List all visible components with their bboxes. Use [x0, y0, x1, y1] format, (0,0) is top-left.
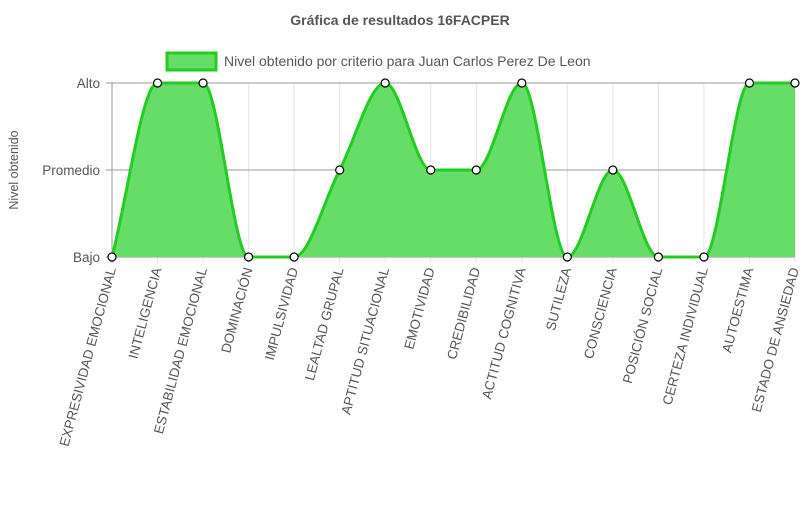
x-tick-label: CERTEZA INDIVIDUAL — [660, 265, 711, 406]
data-point[interactable] — [653, 252, 664, 262]
legend-label: Nivel obtenido por criterio para Juan Ca… — [224, 53, 591, 69]
x-tick-label: EMOTIVIDAD — [401, 266, 437, 351]
data-point[interactable] — [608, 165, 618, 175]
data-area — [110, 81, 795, 259]
x-tick-label: ESTABILIDAD EMOCIONAL — [151, 265, 210, 435]
data-point[interactable] — [107, 252, 117, 262]
x-tick-label: POSICIÓN SOCIAL — [620, 265, 665, 385]
x-tick-label: CONSCIENCIA — [581, 266, 620, 360]
data-point[interactable] — [198, 78, 208, 88]
x-tick-label: SUTILEZA — [543, 266, 574, 332]
data-point[interactable] — [335, 165, 345, 175]
x-tick-label: AUTOESTIMA — [719, 266, 756, 354]
legend[interactable]: Nivel obtenido por criterio para Juan Ca… — [165, 51, 591, 72]
data-points — [107, 78, 800, 262]
y-axis-ticks: Bajo Promedio Alto — [42, 76, 100, 265]
data-point[interactable] — [426, 165, 436, 175]
x-tick-label: INTELIGENCIA — [126, 266, 165, 360]
x-tick-label: CREDIBILIDAD — [444, 266, 483, 361]
data-point[interactable] — [790, 78, 800, 88]
data-point[interactable] — [744, 78, 755, 88]
series-line — [110, 81, 795, 259]
x-tick-label: IMPULSIVIDAD — [262, 266, 301, 362]
y-tick-label: Bajo — [73, 250, 100, 265]
data-point[interactable] — [289, 252, 299, 262]
data-point[interactable] — [152, 78, 163, 88]
x-tick-label: DOMINACIÓN — [218, 266, 255, 355]
legend-swatch — [165, 51, 218, 72]
x-tick-label: ACTITUD COGNITIVA — [479, 266, 529, 401]
data-point[interactable] — [244, 252, 254, 262]
data-point[interactable] — [517, 78, 527, 88]
x-tick-label: EXPRESIVIDAD EMOCIONAL — [57, 265, 119, 448]
data-point[interactable] — [699, 252, 709, 262]
x-tick-label: ESTADO DE ANSIEDAD — [749, 266, 800, 414]
x-tick-label: LEALTAD GRUPAL — [302, 265, 347, 382]
x-axis-ticks: EXPRESIVIDAD EMOCIONAL INTELIGENCIAESTABI… — [57, 265, 800, 448]
x-tick-label: APTITUD SITUACIONAL — [338, 265, 392, 416]
data-point[interactable] — [562, 252, 572, 262]
data-point[interactable] — [471, 165, 481, 175]
data-point[interactable] — [380, 78, 390, 88]
y-tick-label: Promedio — [42, 163, 100, 178]
y-tick-label: Alto — [77, 76, 100, 91]
chart-title: Gráfica de resultados 16FACPER — [290, 12, 509, 28]
y-axis-label: Nivel obtenido — [7, 130, 21, 209]
